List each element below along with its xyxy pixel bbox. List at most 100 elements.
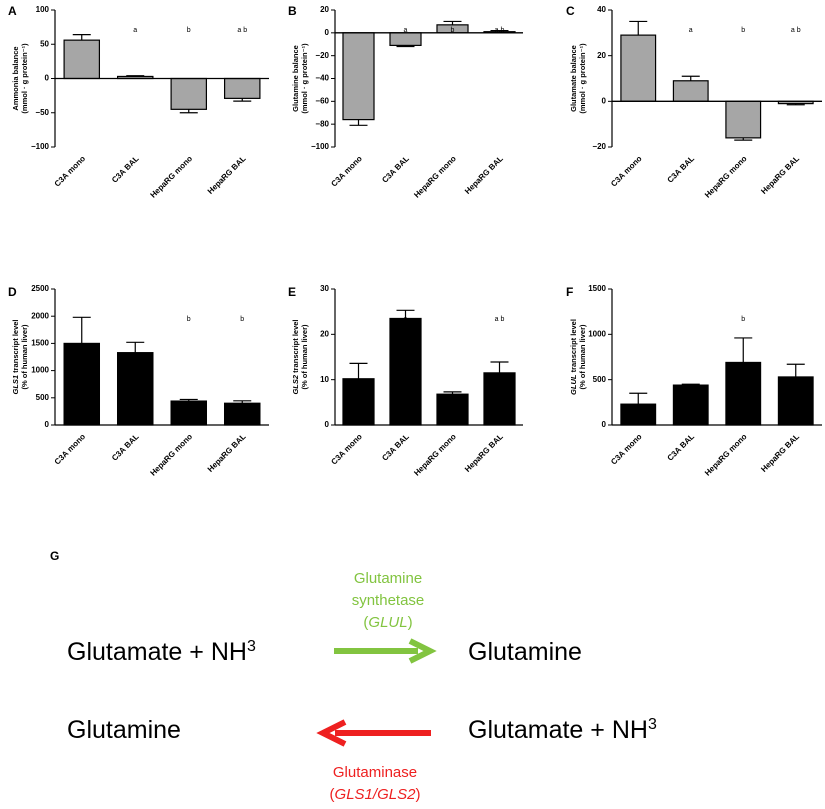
y-tick-label: 20 <box>597 51 606 60</box>
y-axis-title-line2: (% of human liver) <box>300 324 309 390</box>
category-label: HepaRG mono <box>412 432 458 478</box>
bar <box>672 80 709 102</box>
category-label: C3A mono <box>53 432 88 467</box>
y-tick-label: 0 <box>325 420 330 429</box>
bar <box>342 32 375 121</box>
panel-letter: C <box>566 4 575 18</box>
bar <box>63 342 101 426</box>
bar <box>672 384 709 426</box>
enzyme-name-line2: synthetase <box>351 592 425 609</box>
category-label: HepaRG mono <box>149 154 195 200</box>
y-tick-label: 1500 <box>588 284 606 293</box>
category-label: C3A BAL <box>110 432 141 463</box>
panel-letter-g: G <box>50 549 60 563</box>
y-tick-label: −20 <box>315 51 329 60</box>
panel-letter: B <box>288 4 297 18</box>
y-tick-label: −80 <box>315 119 329 128</box>
significance-label: a b <box>237 27 247 34</box>
category-label: C3A mono <box>609 154 644 189</box>
bar <box>389 32 422 46</box>
y-axis-title-line2: (mmol · g protein⁻¹) <box>300 43 309 114</box>
significance-label: b <box>187 27 191 34</box>
y-tick-label: −100 <box>311 142 330 151</box>
panel-letter: A <box>8 4 17 18</box>
significance-label: a b <box>791 27 801 34</box>
reaction1-product: Glutamine <box>468 638 582 666</box>
category-label: HepaRG BAL <box>206 432 248 474</box>
category-label: HepaRG mono <box>703 154 749 200</box>
y-tick-label: 2000 <box>31 311 49 320</box>
y-tick-label: 500 <box>593 375 607 384</box>
y-tick-label: 0 <box>602 96 607 105</box>
category-label: C3A mono <box>53 154 88 189</box>
significance-label: a <box>133 27 137 34</box>
category-label: HepaRG BAL <box>463 432 505 474</box>
significance-label: b <box>451 27 455 34</box>
category-label: C3A mono <box>609 432 644 467</box>
y-tick-label: 20 <box>320 5 329 14</box>
bar <box>436 393 469 426</box>
y-axis-title-line2: (mmol · g protein⁻¹) <box>20 43 29 114</box>
enzyme-label-glutamine-synthetase: Glutamine synthetase (GLUL) <box>313 568 463 634</box>
enzyme-gene-glul: (GLUL) <box>363 614 413 631</box>
category-label: C3A BAL <box>380 432 411 463</box>
category-label: HepaRG mono <box>412 154 458 200</box>
bar <box>777 376 814 426</box>
y-tick-label: −40 <box>315 74 329 83</box>
category-label: HepaRG mono <box>149 432 195 478</box>
category-label: C3A mono <box>329 154 364 189</box>
enzyme-label-glutaminase: Glutaminase (GLS1/GLS2) <box>300 762 450 806</box>
significance-label: b <box>187 316 191 323</box>
panel-letter: E <box>288 285 296 299</box>
y-tick-label: 0 <box>602 420 607 429</box>
significance-label: a b <box>495 27 505 34</box>
bar <box>342 378 375 426</box>
bar <box>116 352 154 426</box>
y-tick-label: 500 <box>36 393 50 402</box>
y-axis-title-line1: GLS2 transcript level <box>291 319 300 394</box>
category-label: HepaRG BAL <box>759 154 801 196</box>
bar <box>223 402 261 426</box>
y-axis-title-line1: Glutamate balance <box>569 45 578 112</box>
y-axis-title-line1: Ammonia balance <box>11 46 20 110</box>
bar <box>170 77 208 110</box>
bar <box>483 372 516 426</box>
y-tick-label: 2500 <box>31 284 49 293</box>
enzyme-name-glutaminase: Glutaminase <box>332 764 418 781</box>
category-label: HepaRG mono <box>703 432 749 478</box>
y-axis-title-line1: GLS1 transcript level <box>11 319 20 394</box>
reaction2-substrate: Glutamine <box>67 716 181 744</box>
red-arrow-left-icon <box>316 719 431 747</box>
y-tick-label: −60 <box>315 96 329 105</box>
category-label: C3A BAL <box>110 154 141 185</box>
chart-panel-e: E 0 10 20 30 GLS2 transcript level (% of human… <box>288 284 523 478</box>
chart-panel-d: D 0 500 1000 1500 2000 2500 GLS1 transcript lev… <box>8 284 269 478</box>
significance-label: b <box>741 316 745 323</box>
y-axis-title-line1: Glutamine balance <box>291 45 300 112</box>
panel-letter: D <box>8 285 17 299</box>
y-tick-label: 100 <box>36 5 50 14</box>
y-tick-label: 20 <box>320 329 329 338</box>
category-label: C3A BAL <box>665 432 696 463</box>
chart-panel-a: A −100 −50 0 50 100 Ammonia balance (mmol · g p… <box>8 4 269 200</box>
green-arrow-right-icon <box>334 638 437 664</box>
category-label: HepaRG BAL <box>759 432 801 474</box>
panel-letter: F <box>566 285 573 299</box>
significance-label: b <box>741 27 745 34</box>
bar <box>725 100 762 139</box>
y-axis-title-line2: (mmol · g protein⁻¹) <box>578 43 587 114</box>
category-label: C3A mono <box>329 432 364 467</box>
category-label: C3A BAL <box>665 154 696 185</box>
significance-label: a <box>689 27 693 34</box>
significance-label: a <box>404 316 408 323</box>
y-tick-label: −100 <box>31 142 50 151</box>
chart-panel-f: F 0 500 1000 1500 GLUL transcript level (% of … <box>566 284 822 478</box>
bar <box>170 400 208 426</box>
bar <box>63 39 101 80</box>
y-tick-label: 50 <box>40 39 49 48</box>
significance-label: b <box>240 316 244 323</box>
significance-label: a <box>404 27 408 34</box>
y-tick-label: 1000 <box>588 329 606 338</box>
y-axis-title-line1: GLUL transcript level <box>569 319 578 395</box>
